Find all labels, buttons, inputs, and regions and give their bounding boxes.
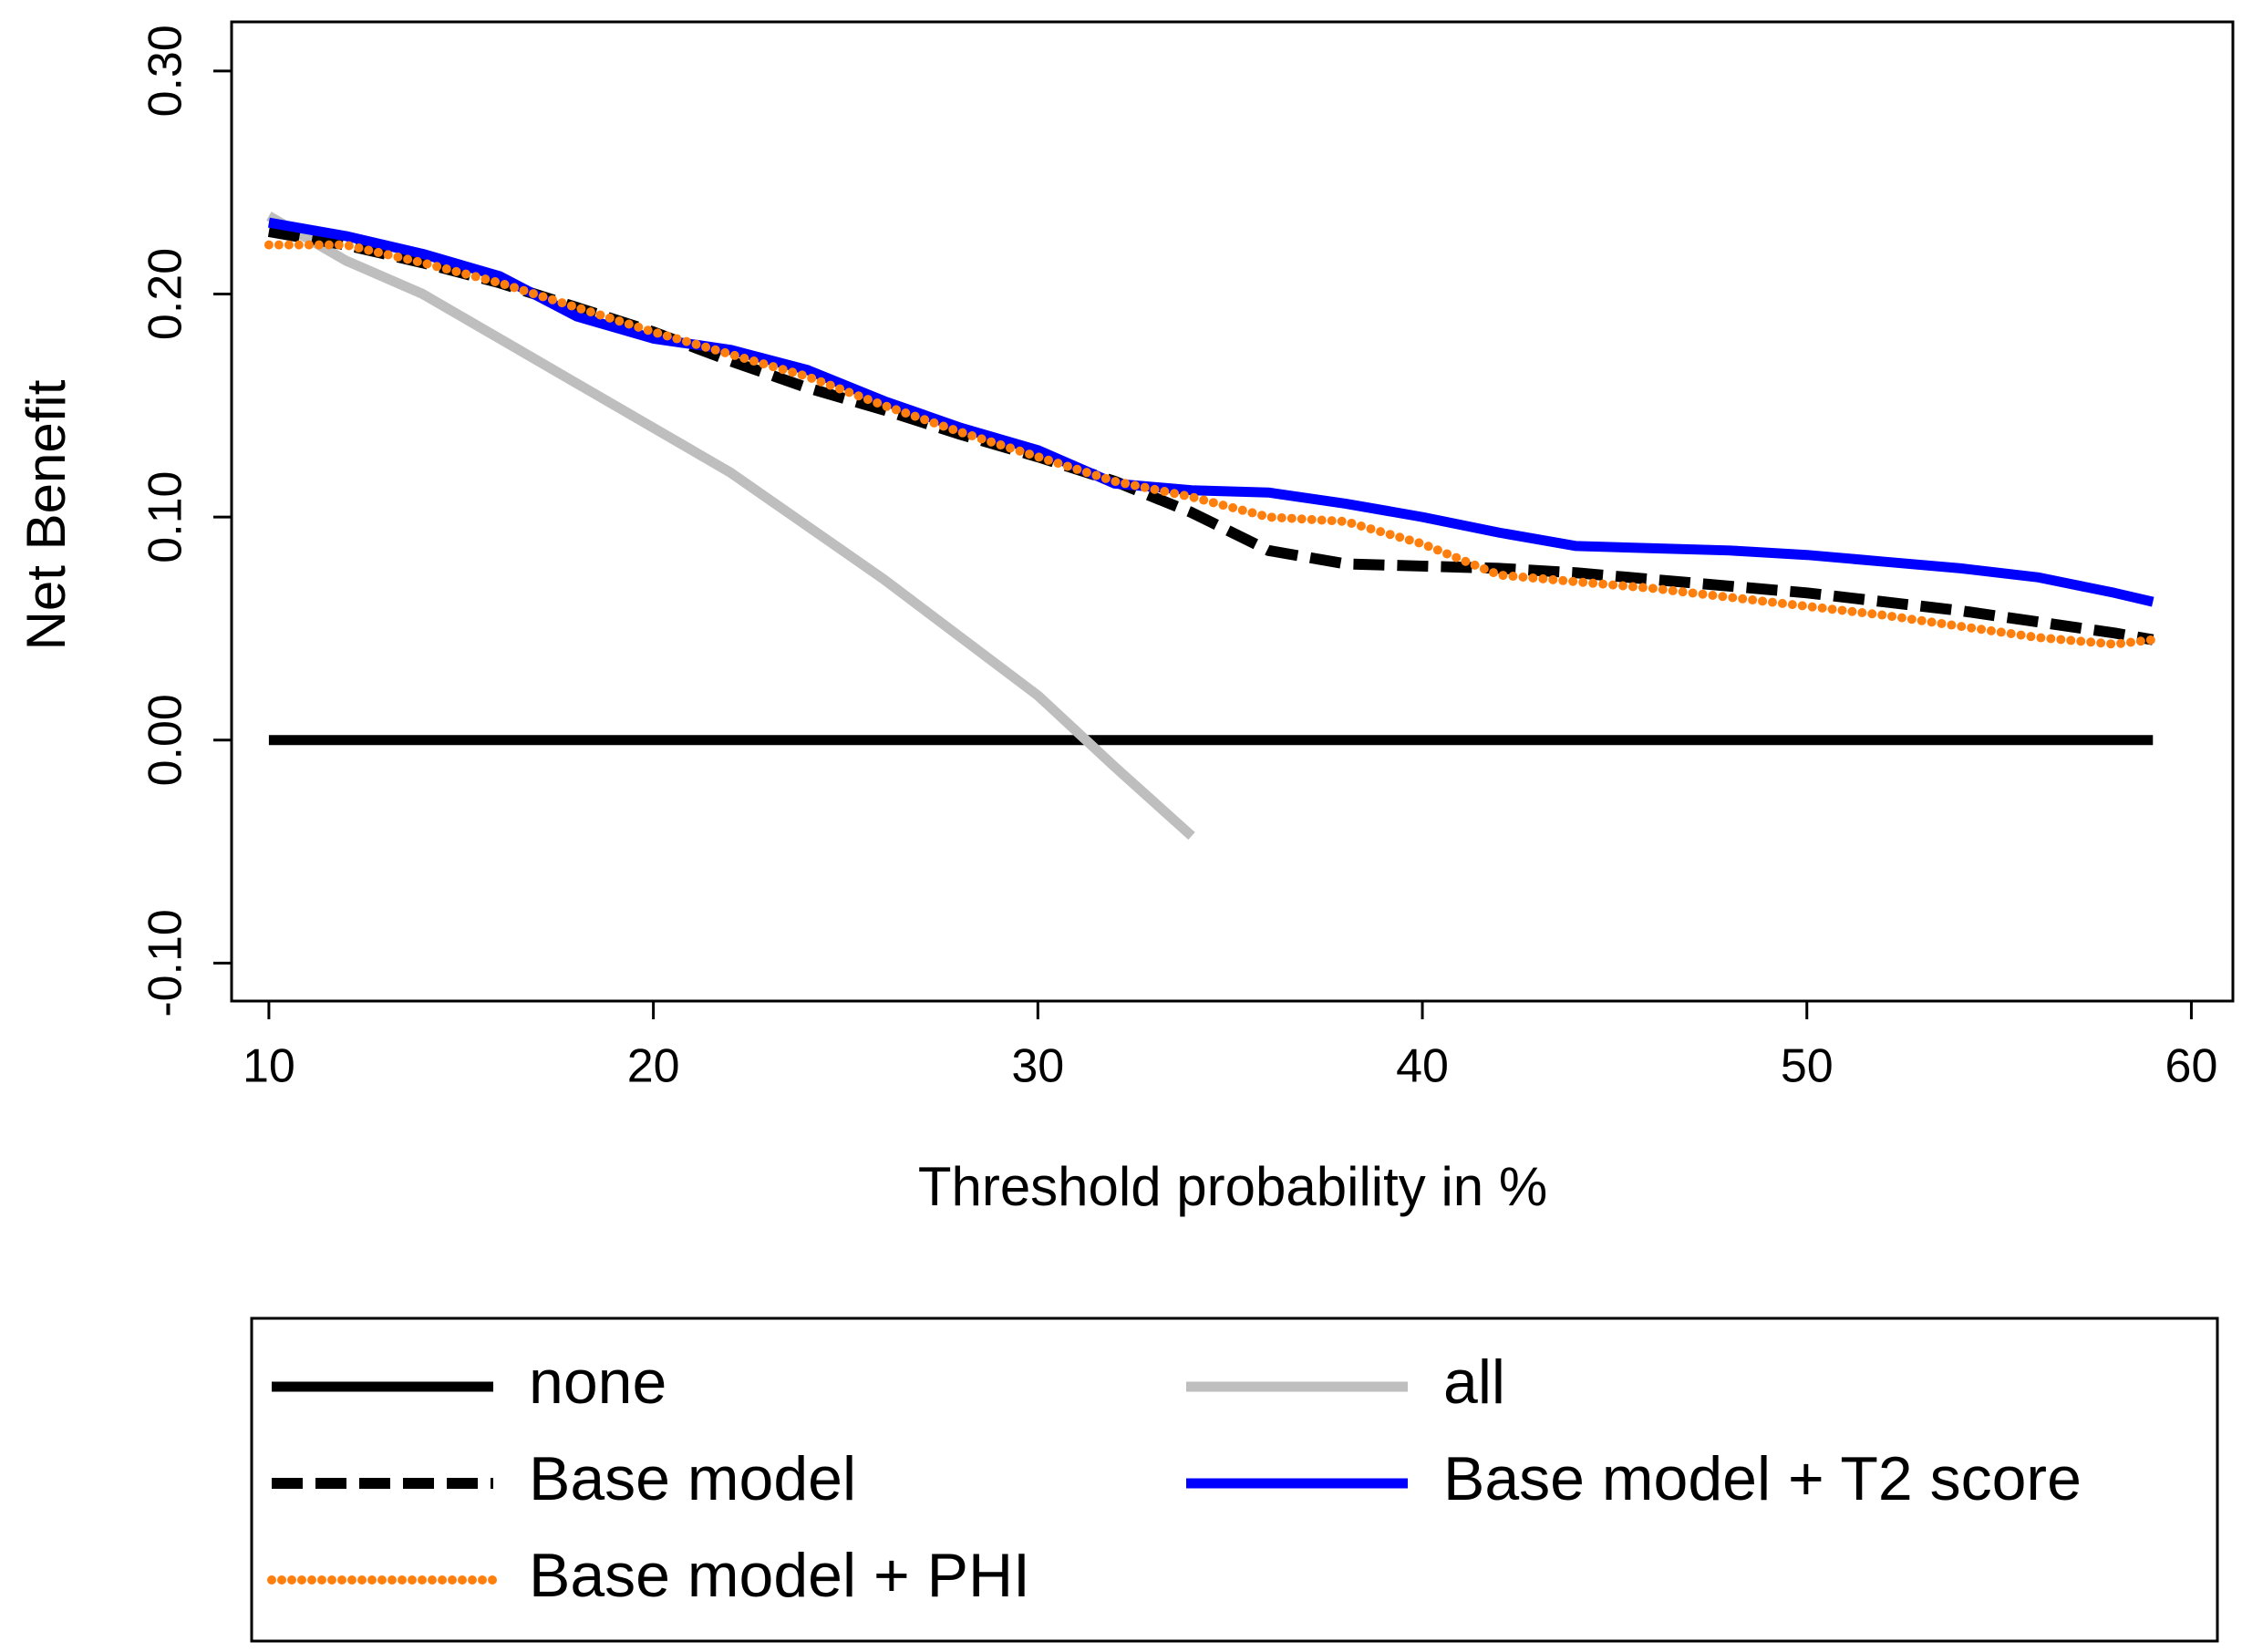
x-tick-label: 60 [2165,1040,2218,1093]
x-tick-label: 50 [1781,1040,1834,1093]
x-tick-label: 20 [627,1040,680,1093]
x-tick-label: 40 [1396,1040,1449,1093]
y-tick-label: -0.10 [139,909,192,1017]
legend-label: none [529,1347,666,1417]
y-tick-label: 0.20 [139,248,192,340]
y-tick-label: 0.30 [139,25,192,117]
x-axis-title: Threshold probability in % [918,1156,1547,1217]
y-axis-title: Net Benefit [15,379,77,650]
legend-label: Base model [529,1444,856,1513]
series-line [263,240,2158,649]
x-tick-label: 30 [1011,1040,1064,1093]
legend-label: Base model + PHI [529,1541,1030,1610]
legend-label: Base model + T2 score [1443,1444,2082,1513]
y-tick-label: 0.10 [139,471,192,563]
y-tick-label: 0.00 [139,694,192,786]
series-line [267,217,2154,607]
x-tick-label: 10 [243,1040,295,1093]
legend-label: all [1443,1347,1505,1417]
series-line [267,226,2154,645]
legend-frame [250,1316,2219,1643]
series-line [266,212,1195,841]
